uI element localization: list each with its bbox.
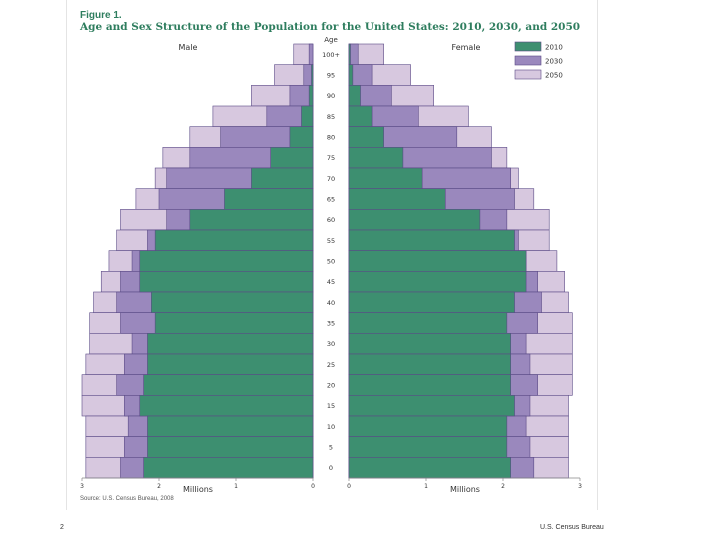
age-label: 100+ <box>322 51 340 59</box>
male-bars <box>81 43 314 479</box>
legend-label-2050: 2050 <box>545 72 563 80</box>
female-bar-2010-90-94 <box>348 85 361 107</box>
female-bar-2010-55-59 <box>348 229 515 251</box>
age-label: 5 <box>329 444 333 452</box>
male-bar-2010-5-9 <box>147 436 314 458</box>
female-bars <box>348 43 573 479</box>
male-bar-2010-70-74 <box>251 167 314 189</box>
female-bar-2010-80-84 <box>348 126 384 148</box>
legend-swatch-2010 <box>514 41 542 52</box>
age-label: 45 <box>327 278 335 286</box>
age-label: 75 <box>327 154 335 162</box>
age-label: 60 <box>327 216 335 224</box>
male-bar-2010-30-34 <box>147 333 314 355</box>
age-label: 15 <box>327 402 335 410</box>
age-label: 35 <box>327 320 335 328</box>
male-tick-label: 2 <box>157 483 161 490</box>
male-bar-2010-15-19 <box>139 395 314 417</box>
female-bar-2010-85-89 <box>348 105 373 127</box>
figure-frame <box>66 0 598 510</box>
female-bar-2010-70-74 <box>348 167 423 189</box>
page-number: 2 <box>60 524 64 531</box>
age-axis-title: Age <box>324 36 338 44</box>
female-bar-2010-60-64 <box>348 209 481 231</box>
age-label: 0 <box>329 464 333 472</box>
female-bar-2010-75-79 <box>348 147 404 169</box>
legend-swatch-2050 <box>514 69 542 80</box>
female-bar-2010-15-19 <box>348 395 515 417</box>
male-bar-2010-75-79 <box>270 147 314 169</box>
male-bar-2010-50-54 <box>139 250 314 272</box>
female-bar-2010-5-9 <box>348 436 508 458</box>
male-bar-2010-80-84 <box>289 126 314 148</box>
figure-title: Age and Sex Structure of the Population … <box>80 21 581 33</box>
age-label: 30 <box>327 340 335 348</box>
female-tick-label: 3 <box>578 483 582 490</box>
age-label: 10 <box>327 423 335 431</box>
male-tick-label: 3 <box>80 483 84 490</box>
male-bar-2010-20-24 <box>143 374 314 396</box>
female-bar-2010-65-69 <box>348 188 446 210</box>
age-label: 70 <box>327 175 335 183</box>
male-bar-2010-25-29 <box>147 353 314 375</box>
male-bar-2010-60-64 <box>189 209 314 231</box>
age-label: 85 <box>327 113 335 121</box>
male-bar-2010-90-94 <box>308 85 314 107</box>
female-bar-2010-100+ <box>348 43 351 65</box>
male-x-axis-label: Millions <box>183 485 213 494</box>
male-bar-2010-0-4 <box>143 457 314 479</box>
age-label: 25 <box>327 361 335 369</box>
male-bar-2010-85-89 <box>301 105 314 127</box>
female-bar-2010-95-99 <box>348 64 354 86</box>
female-x-axis-label: Millions <box>450 485 480 494</box>
axes: 3 2 1 0 0 1 2 3100+9590858075706560555045403530… <box>80 51 582 490</box>
age-label: 50 <box>327 258 335 266</box>
male-bar-2010-40-44 <box>151 291 314 313</box>
age-label: 20 <box>327 382 335 390</box>
male-bar-2010-35-39 <box>154 312 314 334</box>
age-label: 80 <box>327 134 335 142</box>
male-tick-label: 0 <box>311 483 315 490</box>
female-tick-label: 2 <box>501 483 505 490</box>
male-tick-label: 1 <box>234 483 238 490</box>
male-panel-label: Male <box>179 43 198 52</box>
male-bar-2030-100+ <box>308 43 314 65</box>
male-bar-2010-95-99 <box>311 64 314 86</box>
female-bar-2010-30-34 <box>348 333 511 355</box>
female-bar-2010-10-14 <box>348 415 508 437</box>
legend-label-2010: 2010 <box>545 44 563 52</box>
female-tick-label: 1 <box>424 483 428 490</box>
male-bar-2010-45-49 <box>139 271 314 293</box>
female-bar-2010-0-4 <box>348 457 511 479</box>
age-label: 40 <box>327 299 335 307</box>
age-label: 55 <box>327 237 335 245</box>
female-bar-2010-45-49 <box>348 271 527 293</box>
female-bar-2010-50-54 <box>348 250 527 272</box>
female-bar-2010-20-24 <box>348 374 511 396</box>
female-panel-label: Female <box>452 43 481 52</box>
source-note: Source: U.S. Census Bureau, 2008 <box>80 496 174 502</box>
publisher-name: U.S. Census Bureau <box>540 524 604 531</box>
female-bar-2010-25-29 <box>348 353 511 375</box>
male-bar-2010-55-59 <box>154 229 314 251</box>
legend-swatch-2030 <box>514 55 542 66</box>
age-label: 95 <box>327 72 335 80</box>
female-tick-label: 0 <box>347 483 351 490</box>
age-label: 90 <box>327 92 335 100</box>
age-label: 65 <box>327 196 335 204</box>
female-bar-2010-35-39 <box>348 312 508 334</box>
figure-label: Figure 1. <box>80 10 122 21</box>
legend-label-2030: 2030 <box>545 58 563 66</box>
female-bar-2010-40-44 <box>348 291 515 313</box>
male-bar-2010-65-69 <box>224 188 314 210</box>
legend: 2010 2030 2050 <box>514 41 563 80</box>
male-bar-2010-10-14 <box>147 415 314 437</box>
